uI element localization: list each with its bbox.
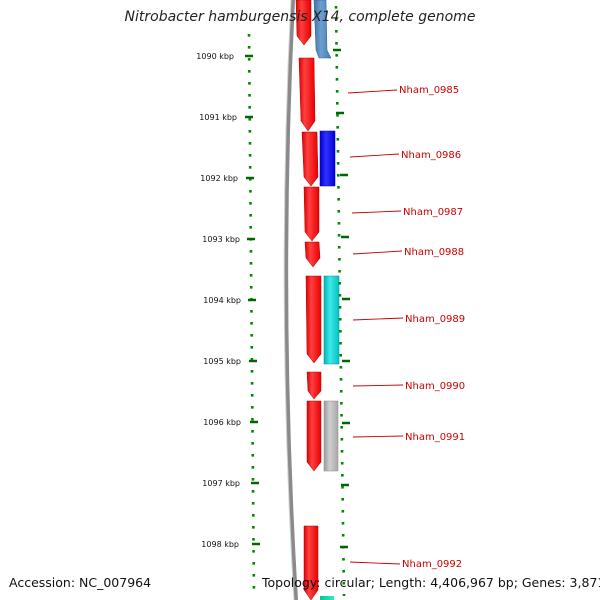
gene-label-nham-0985[interactable]: Nham_0985 (399, 85, 459, 96)
cds-arrow[interactable] (303, 186, 320, 242)
cds-arrow[interactable] (295, 0, 312, 46)
connector-nham-0992 (349, 561, 401, 565)
genome-backbone-highlight (283, 0, 295, 600)
gene-label-nham-0991[interactable]: Nham_0991 (405, 432, 465, 443)
cds-arrow[interactable] (303, 525, 319, 600)
gene-label-nham-0992[interactable]: Nham_0992 (402, 559, 462, 570)
cog-feature-gray[interactable] (323, 400, 339, 472)
tick-labels: 1090 kbp 1091 kbp 1092 kbp 1093 kbp 1094… (196, 52, 241, 549)
forward-cds-track (295, 0, 322, 600)
connector-nham-0989 (352, 317, 404, 321)
gene-label-nham-0986[interactable]: Nham_0986 (401, 150, 461, 161)
cog-feature-blue[interactable] (319, 130, 336, 187)
tick-label-1090: 1090 kbp (196, 52, 234, 61)
gene-label-nham-0987[interactable]: Nham_0987 (403, 207, 463, 218)
tick-label-1097: 1097 kbp (202, 479, 240, 488)
connector-nham-0990 (352, 384, 404, 387)
genome-backbone (284, 0, 298, 600)
tick-label-1098: 1098 kbp (201, 540, 239, 549)
cds-arrow[interactable] (298, 57, 316, 132)
gene-label-nham-0989[interactable]: Nham_0989 (405, 314, 465, 325)
gene-label-connectors (347, 89, 404, 565)
cds-arrow[interactable] (301, 131, 319, 187)
connector-nham-0987 (351, 210, 402, 214)
gene-label-nham-0988[interactable]: Nham_0988 (404, 247, 464, 258)
genome-stats-label: Topology: circular; Length: 4,406,967 bp… (262, 575, 600, 590)
gene-label-nham-0990[interactable]: Nham_0990 (405, 381, 465, 392)
tick-label-1093: 1093 kbp (202, 235, 240, 244)
left-tick-dots (247, 33, 256, 597)
cog-feature-teal[interactable] (320, 596, 334, 600)
gene-labels: Nham_0985 Nham_0986 Nham_0987 Nham_0988 … (399, 85, 465, 570)
connector-nham-0986 (349, 153, 400, 158)
tick-label-1095: 1095 kbp (203, 357, 241, 366)
tick-label-1094: 1094 kbp (203, 296, 241, 305)
cds-arrow[interactable] (305, 275, 322, 364)
cds-arrow[interactable] (306, 371, 322, 400)
cds-arrow[interactable] (304, 241, 321, 268)
accession-label: Accession: NC_007964 (9, 575, 152, 590)
tick-label-1091: 1091 kbp (199, 113, 237, 122)
tick-label-1092: 1092 kbp (200, 174, 238, 183)
cog-feature-steelblue[interactable] (313, 0, 332, 59)
connector-nham-0988 (352, 250, 403, 255)
tick-label-1096: 1096 kbp (203, 418, 241, 427)
left-tick-ruler (245, 33, 260, 597)
map-title: Nitrobacter hamburgensis X14, complete g… (124, 9, 476, 25)
connector-nham-0991 (352, 435, 404, 438)
cog-feature-cyan[interactable] (323, 275, 340, 365)
cds-arrow[interactable] (306, 400, 322, 472)
right-tick-ruler (333, 5, 350, 597)
cog-feature-track (313, 0, 340, 600)
connector-nham-0985 (347, 89, 398, 94)
right-tick-dots (334, 5, 346, 597)
